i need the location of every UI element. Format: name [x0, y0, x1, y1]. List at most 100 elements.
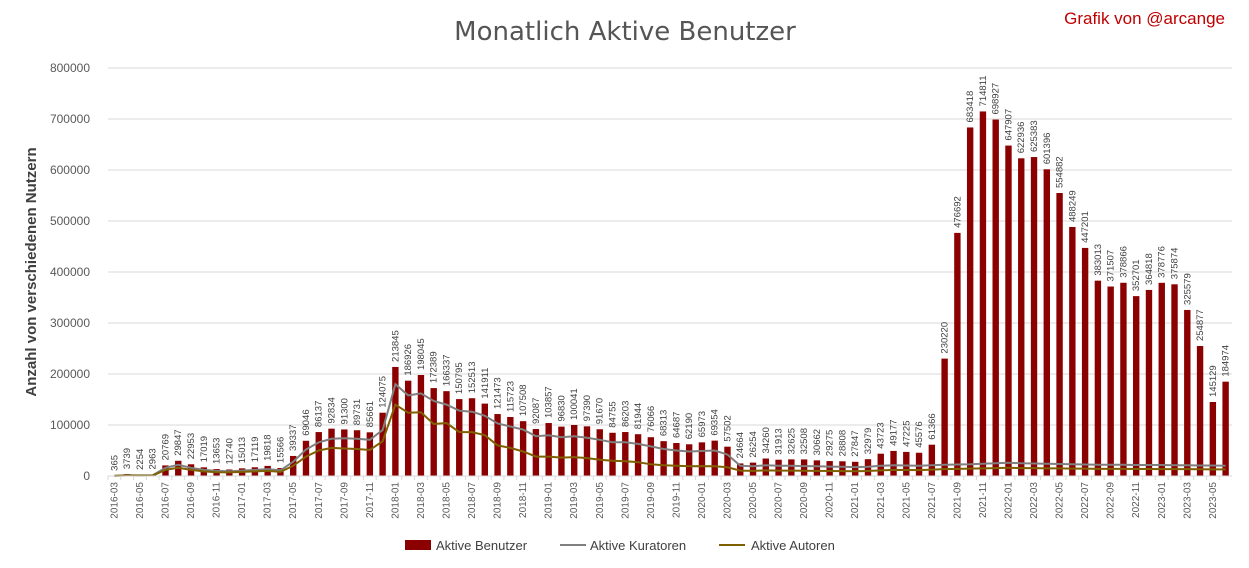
data-label: 28808	[837, 430, 848, 456]
x-tick-label: 2020-03	[722, 482, 733, 519]
bar	[1133, 296, 1140, 476]
data-label: 166337	[441, 354, 452, 386]
legend-swatch-benutzer	[405, 540, 431, 550]
data-label: 29275	[825, 430, 836, 456]
data-label: 365	[109, 455, 120, 471]
data-label: 13653	[212, 438, 223, 464]
x-axis-ticks: 2016-03 2016-05 2016-07 2016-09 2016-11 2017-…	[107, 476, 1220, 519]
bar	[404, 380, 412, 476]
data-label: 20769	[160, 434, 171, 460]
x-tick-label: 2019-01	[544, 482, 555, 519]
y-tick-label: 0	[83, 469, 90, 483]
x-tick-label: 2016-03	[109, 482, 120, 519]
bar	[328, 428, 335, 476]
bar	[1094, 280, 1102, 476]
legend-label-benutzer: Aktive Benutzer	[436, 538, 528, 553]
data-label: 31913	[774, 428, 785, 454]
x-tick-label: 2017-07	[314, 482, 325, 519]
bar	[1056, 193, 1063, 476]
bar	[749, 462, 757, 476]
bar	[647, 437, 655, 476]
x-tick-label: 2020-11	[825, 482, 836, 518]
bar	[430, 388, 437, 476]
x-tick-label: 2021-07	[927, 482, 938, 519]
y-tick-label: 600000	[50, 163, 90, 177]
x-tick-label: 2022-01	[1003, 482, 1014, 519]
bar	[762, 458, 769, 476]
data-label: 100041	[569, 388, 580, 420]
data-label: 26254	[748, 431, 759, 457]
y-tick-label: 100000	[50, 418, 90, 432]
x-tick-label: 2022-11	[1131, 482, 1142, 518]
data-label: 57502	[722, 415, 733, 441]
bar	[1069, 226, 1076, 476]
data-labels: 365 3739 2254 2963 20769 29847 22953 17019 13653…	[109, 75, 1231, 470]
data-label: 625383	[1029, 120, 1040, 152]
data-label: 172389	[429, 351, 440, 383]
data-label: 17019	[199, 436, 210, 462]
x-tick-label: 2020-05	[748, 482, 759, 519]
x-tick-label: 2022-05	[1055, 482, 1066, 519]
bar	[826, 461, 833, 476]
bar	[788, 459, 795, 476]
bar	[1209, 401, 1217, 476]
data-label: 45576	[914, 421, 925, 447]
data-label: 43723	[876, 422, 887, 448]
data-label: 92087	[531, 398, 542, 424]
x-tick-label: 2019-07	[620, 482, 631, 519]
bar	[443, 391, 450, 476]
data-label: 34260	[761, 427, 772, 453]
gridlines	[108, 67, 1232, 426]
data-label: 145129	[1208, 365, 1219, 397]
bar	[571, 424, 578, 476]
bar	[417, 374, 425, 476]
x-tick-label: 2016-05	[135, 482, 146, 519]
bar	[800, 459, 808, 476]
bar	[1043, 169, 1050, 477]
data-label: 29847	[173, 429, 184, 455]
bar	[903, 451, 910, 476]
bar	[519, 421, 527, 476]
data-label: 186926	[403, 344, 414, 376]
bar	[660, 441, 667, 476]
bar	[1030, 157, 1038, 476]
x-tick-label: 2022-07	[1080, 482, 1091, 519]
x-tick-label: 2022-03	[1029, 482, 1040, 519]
bar	[1018, 158, 1025, 476]
data-label: 27847	[850, 430, 861, 456]
data-label: 378866	[1118, 246, 1129, 278]
bar	[456, 399, 463, 476]
data-label: 15566	[275, 437, 286, 463]
data-label: 184974	[1221, 345, 1232, 377]
x-tick-label: 2019-05	[595, 482, 606, 519]
data-label: 68313	[659, 410, 670, 436]
data-label: 69046	[301, 409, 312, 435]
x-tick-label: 2020-09	[799, 482, 810, 519]
x-tick-label: 2017-09	[339, 482, 350, 519]
x-tick-label: 2019-09	[646, 482, 657, 519]
data-label: 81944	[633, 403, 644, 429]
data-label: 61366	[927, 413, 938, 439]
data-label: 325579	[1182, 273, 1193, 305]
bar	[481, 403, 488, 476]
bar	[366, 432, 374, 476]
data-label: 383013	[1093, 244, 1104, 276]
bar	[954, 232, 961, 476]
data-label: 92834	[327, 397, 338, 423]
x-tick-label: 2023-05	[1208, 482, 1219, 519]
bar	[1107, 286, 1114, 476]
data-label: 698927	[991, 83, 1002, 115]
bar	[966, 127, 974, 476]
data-label: 476692	[952, 196, 963, 228]
data-label: 65973	[697, 411, 708, 437]
data-label: 32979	[863, 428, 874, 454]
bar	[545, 423, 552, 476]
bar	[1158, 282, 1165, 476]
data-label: 647907	[1003, 109, 1014, 141]
y-tick-label: 300000	[50, 316, 90, 330]
x-tick-label: 2021-11	[978, 482, 989, 518]
data-label: 15013	[237, 437, 248, 463]
bar	[507, 416, 514, 476]
bar	[583, 426, 591, 476]
